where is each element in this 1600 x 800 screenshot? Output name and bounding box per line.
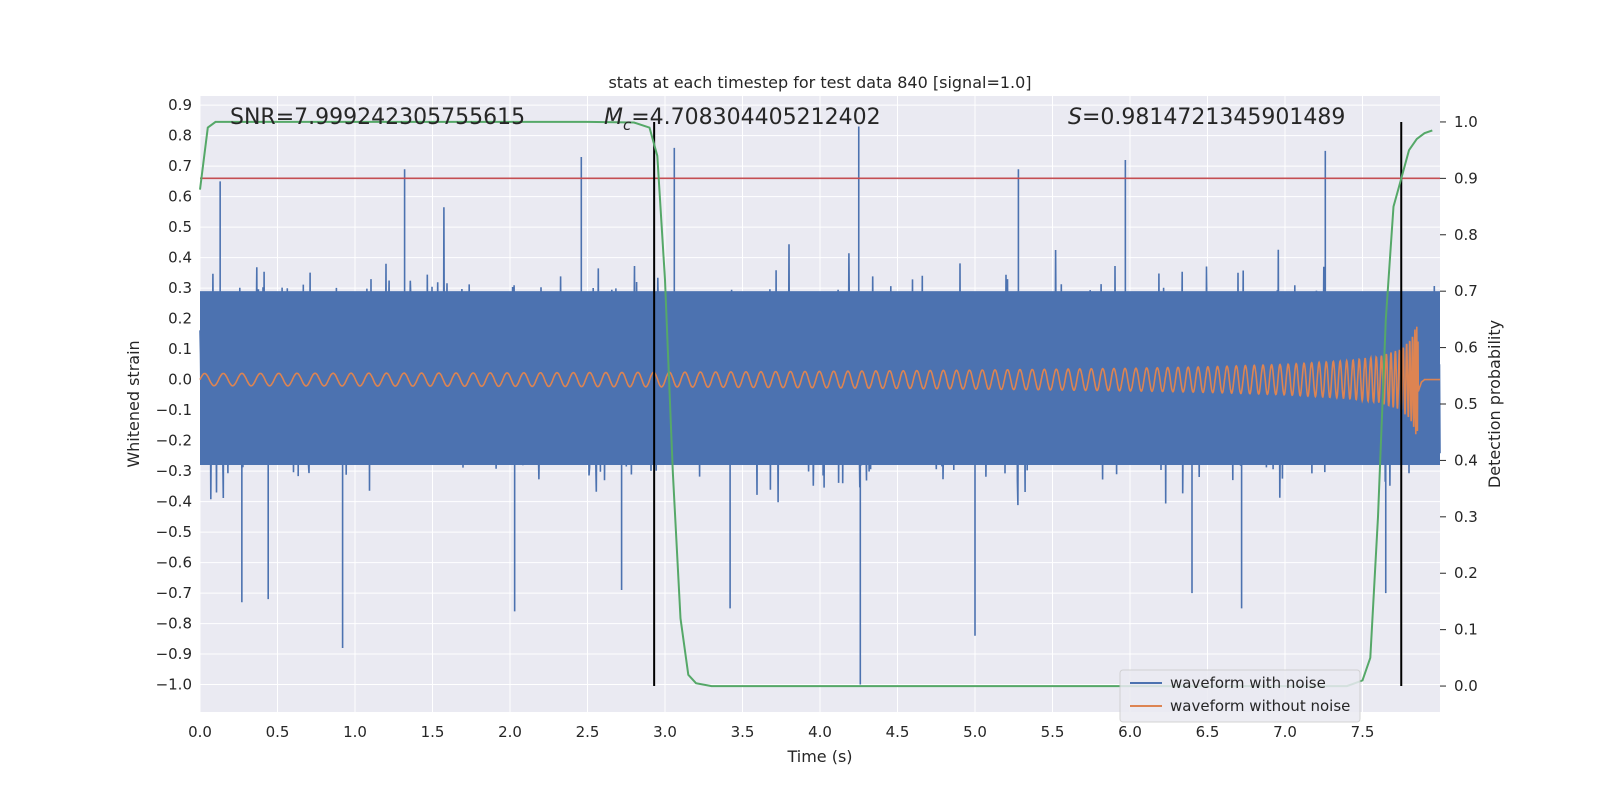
y2-tick-label: 0.1: [1454, 621, 1478, 639]
y-tick-label: 0.9: [168, 96, 192, 114]
s-symbol: S: [1068, 105, 1082, 130]
s-annotation: S=0.9814721345901489: [1068, 105, 1345, 130]
chirp-mass-subscript: c: [623, 116, 632, 134]
y-tick-label: 0.3: [168, 279, 192, 297]
y-tick-label: −0.7: [156, 584, 192, 602]
y2-tick-label: 0.6: [1454, 339, 1478, 357]
x-tick-label: 5.5: [1041, 723, 1065, 741]
y2-tick-label: 0.5: [1454, 395, 1478, 413]
y-tick-label: 0.0: [168, 371, 192, 389]
snr-annotation: SNR=7.999242305755615: [230, 105, 525, 130]
legend-label-clean: waveform without noise: [1170, 697, 1350, 715]
y2-tick-label: 0.9: [1454, 169, 1478, 187]
y2-tick-label: 0.2: [1454, 564, 1478, 582]
y-tick-label: 0.1: [168, 340, 192, 358]
y-tick-label: −0.4: [156, 493, 192, 511]
x-tick-label: 7.5: [1351, 723, 1375, 741]
y-tick-label: −0.2: [156, 432, 192, 450]
x-tick-label: 6.0: [1118, 723, 1142, 741]
x-tick-label: 4.0: [808, 723, 832, 741]
x-axis-label: Time (s): [786, 747, 852, 766]
x-tick-label: 6.5: [1196, 723, 1220, 741]
y2-tick-label: 1.0: [1454, 113, 1478, 131]
y-tick-label: −0.9: [156, 645, 192, 663]
y-tick-label: −1.0: [156, 676, 192, 694]
y-axis-label: Whitened strain: [124, 340, 143, 467]
x-tick-label: 5.0: [963, 723, 987, 741]
legend-label-noisy: waveform with noise: [1170, 674, 1326, 692]
x-tick-label: 1.0: [343, 723, 367, 741]
y2-tick-label: 0.4: [1454, 451, 1478, 469]
legend: waveform with noise waveform without noi…: [1119, 669, 1361, 723]
y2-tick-label: 0.8: [1454, 226, 1478, 244]
chart-title: stats at each timestep for test data 840…: [608, 73, 1031, 92]
y-tick-label: 0.5: [168, 218, 192, 236]
y-tick-label: 0.2: [168, 310, 192, 328]
y-tick-label: −0.1: [156, 401, 192, 419]
noisy-waveform-band: [200, 291, 1440, 465]
x-tick-label: 4.5: [886, 723, 910, 741]
axis-ticks: 0.0 0.5 1.0 1.5 2.0 2.5 3.0 3.5 4.0 4.5 5.0 5.5 6.0 6…: [156, 96, 1478, 741]
y2-axis-label: Detection probability: [1485, 320, 1504, 488]
x-tick-label: 2.0: [498, 723, 522, 741]
y-tick-label: 0.6: [168, 188, 192, 206]
x-tick-label: 1.5: [421, 723, 445, 741]
x-tick-label: 0.0: [188, 723, 212, 741]
s-value: =0.9814721345901489: [1082, 105, 1345, 130]
x-tick-label: 3.5: [731, 723, 755, 741]
legend-box: [1119, 669, 1361, 723]
y-tick-label: −0.8: [156, 615, 192, 633]
chirp-mass-symbol: M: [604, 105, 623, 130]
x-tick-label: 7.0: [1273, 723, 1297, 741]
y-tick-label: −0.3: [156, 462, 192, 480]
y-tick-label: −0.6: [156, 554, 192, 572]
chirp-mass-annotation: Mc=4.708304405212402: [604, 105, 881, 134]
y2-tick-label: 0.0: [1454, 677, 1478, 695]
clean-waveform-line: [199, 326, 1440, 435]
chirp-mass-value: =4.708304405212402: [631, 105, 880, 130]
y-tick-label: 0.8: [168, 127, 192, 145]
overlay-lines: [199, 120, 1440, 688]
y-tick-label: −0.5: [156, 523, 192, 541]
y-tick-label: 0.4: [168, 249, 192, 267]
y2-tick-label: 0.7: [1454, 282, 1478, 300]
clean-waveform-series: [199, 326, 1440, 435]
x-tick-label: 2.5: [576, 723, 600, 741]
x-tick-label: 0.5: [266, 723, 290, 741]
y2-tick-label: 0.3: [1454, 508, 1478, 526]
y-tick-label: 0.7: [168, 157, 192, 175]
x-tick-label: 3.0: [653, 723, 677, 741]
detection-probability-line: [199, 120, 1433, 688]
